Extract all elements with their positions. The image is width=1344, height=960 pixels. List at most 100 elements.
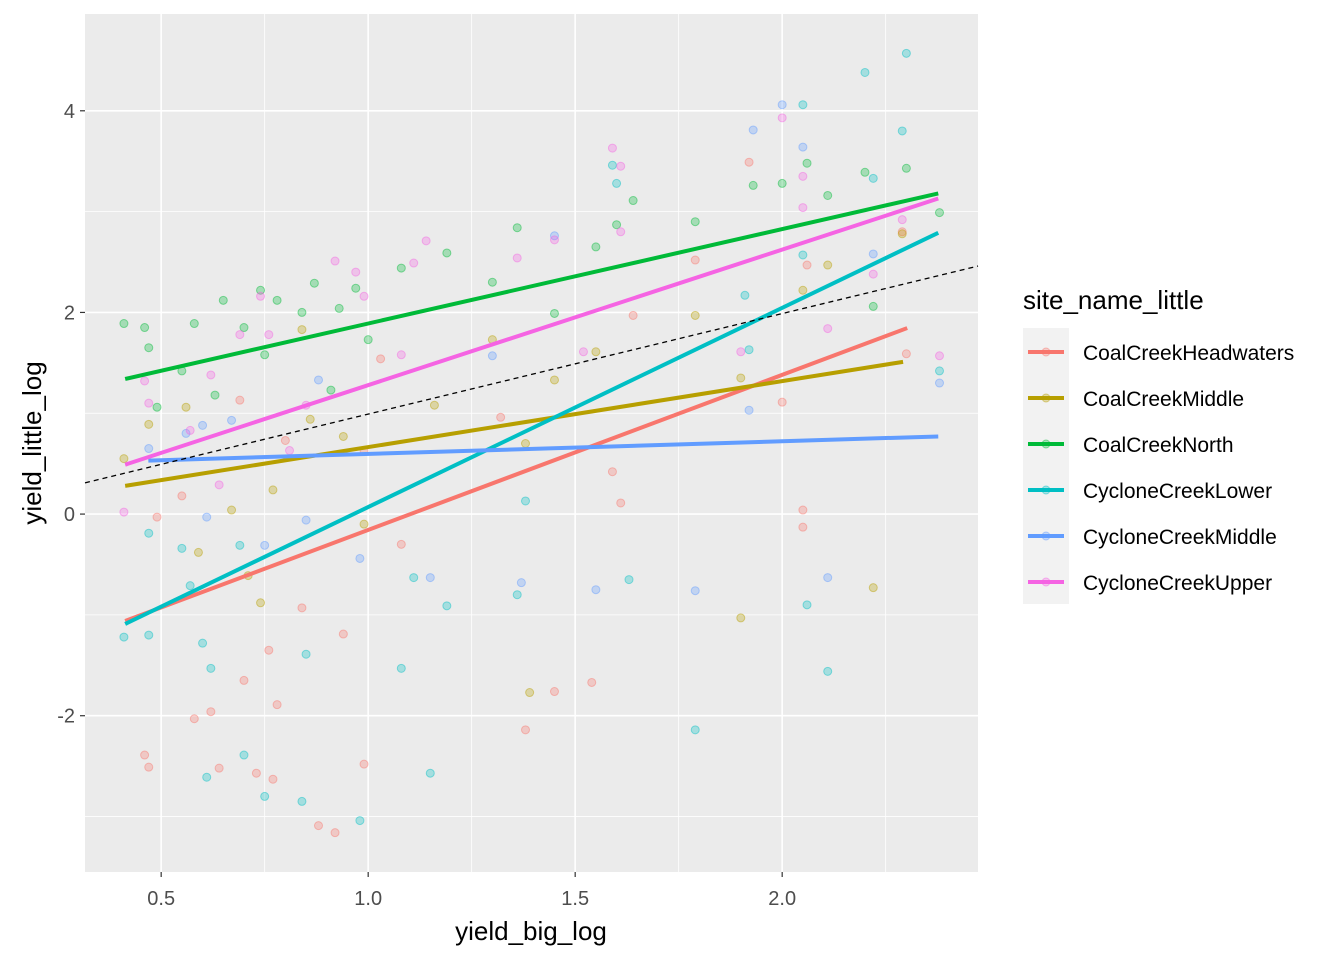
x-tick-label: 2.0: [768, 888, 796, 910]
data-point: [181, 402, 191, 412]
data-point: [140, 323, 150, 333]
y-tick-label: -2: [57, 706, 75, 728]
data-point: [591, 585, 601, 595]
data-point: [496, 412, 506, 422]
data-point: [798, 250, 808, 260]
data-point: [690, 310, 700, 320]
data-point: [235, 330, 245, 340]
y-tick-label: 2: [64, 302, 75, 324]
x-axis-title: yield_big_log: [455, 916, 607, 946]
data-point: [777, 100, 787, 110]
data-point: [868, 269, 878, 279]
data-point: [549, 308, 559, 318]
data-point: [119, 507, 129, 517]
data-point: [198, 638, 208, 648]
data-point: [860, 67, 870, 77]
data-point: [740, 290, 750, 300]
data-point: [934, 208, 944, 218]
fit-line-coalcreekmiddle: [124, 359, 904, 488]
data-point: [206, 370, 216, 380]
data-point: [897, 229, 907, 239]
data-point: [612, 220, 622, 230]
data-point: [214, 480, 224, 490]
gridlines: [85, 14, 978, 872]
data-point: [359, 759, 369, 769]
data-point: [251, 768, 261, 778]
data-point: [777, 113, 787, 123]
data-point: [144, 343, 154, 353]
data-point: [624, 575, 634, 585]
x-tick-label: 1.5: [561, 888, 589, 910]
data-point: [297, 603, 307, 613]
data-point: [285, 446, 295, 456]
data-point: [442, 248, 452, 258]
data-point: [297, 307, 307, 317]
data-point: [802, 260, 812, 270]
axis-ticks: 0.5 1.0 1.5 2.0 -2 0 2 4: [57, 101, 796, 910]
data-point: [798, 100, 808, 110]
data-point: [425, 573, 435, 583]
data-point: [934, 378, 944, 388]
legend-key-point: [1041, 439, 1051, 449]
data-point: [823, 190, 833, 200]
data-point: [185, 425, 195, 435]
fit-line-coalcreekheadwaters: [124, 326, 908, 623]
data-point: [777, 178, 787, 188]
data-point: [198, 420, 208, 430]
data-point: [264, 645, 274, 655]
data-point: [260, 540, 270, 550]
x-tick-label: 1.0: [354, 888, 382, 910]
data-point: [487, 351, 497, 361]
data-point: [206, 707, 216, 717]
data-point: [239, 323, 249, 333]
data-point: [512, 590, 522, 600]
data-point: [301, 515, 311, 525]
data-point: [144, 419, 154, 429]
plot-panel: [85, 14, 978, 872]
data-point: [823, 666, 833, 676]
data-point: [235, 395, 245, 405]
fit-line-coalcreeknorth: [124, 191, 939, 381]
data-point: [210, 390, 220, 400]
data-point: [214, 763, 224, 773]
data-point: [736, 373, 746, 383]
data-point: [189, 319, 199, 329]
data-point: [193, 547, 203, 557]
data-point: [396, 263, 406, 273]
data-point: [272, 700, 282, 710]
data-point: [326, 385, 336, 395]
data-point: [119, 454, 129, 464]
data-point: [140, 750, 150, 760]
data-point: [119, 632, 129, 642]
data-point: [268, 485, 278, 495]
data-point: [338, 629, 348, 639]
data-point: [409, 258, 419, 268]
data-points: [119, 48, 944, 838]
data-point: [355, 816, 365, 826]
data-point: [313, 821, 323, 831]
data-point: [616, 161, 626, 171]
legend: site_name_little CoalCreekHeadwaters Coal…: [1023, 285, 1294, 604]
data-point: [897, 126, 907, 136]
data-point: [309, 278, 319, 288]
data-point: [351, 283, 361, 293]
data-point: [396, 350, 406, 360]
data-point: [334, 303, 344, 313]
data-point: [202, 772, 212, 782]
data-point: [185, 581, 195, 591]
data-point: [487, 277, 497, 287]
y-axis-title: yield_little_log: [17, 361, 47, 524]
data-point: [301, 649, 311, 659]
data-point: [823, 573, 833, 583]
x-tick-label: 0.5: [147, 888, 175, 910]
data-point: [260, 791, 270, 801]
data-point: [823, 260, 833, 270]
data-point: [235, 540, 245, 550]
data-point: [119, 319, 129, 329]
data-point: [363, 335, 373, 345]
fit-lines: [124, 191, 940, 626]
legend-key-point: [1041, 577, 1051, 587]
data-point: [144, 762, 154, 772]
data-point: [868, 583, 878, 593]
